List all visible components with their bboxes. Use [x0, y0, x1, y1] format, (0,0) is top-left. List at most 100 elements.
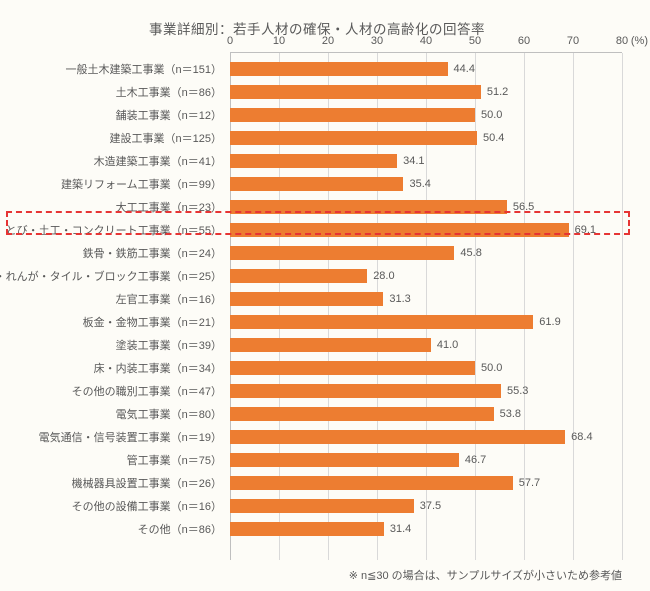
bar-value: 46.7	[465, 454, 486, 466]
bar-value: 41.0	[437, 339, 458, 351]
bar-value: 57.7	[519, 477, 540, 489]
bar-row: 床・内装工事業（n＝34）50.0	[230, 361, 622, 375]
bar-value: 51.2	[487, 86, 508, 98]
bar-value: 28.0	[373, 270, 394, 282]
plot-area: (%) 01020304050607080 一般土木建築工事業（n＝151）44…	[12, 52, 622, 560]
bar-value: 61.9	[539, 316, 560, 328]
chart-footnote: ※ n≦30 の場合は、サンプルサイズが小さいため参考値	[349, 567, 622, 583]
bar	[230, 499, 414, 513]
bar-row: 電気工事業（n＝80）53.8	[230, 407, 622, 421]
bar-row: その他の設備工事業（n＝16）37.5	[230, 499, 622, 513]
bar-label: 建設工事業（n＝125）	[110, 130, 230, 146]
bar-row: 石工・れんが・タイル・ブロック工事業（n＝25）28.0	[230, 269, 622, 283]
bar	[230, 453, 459, 467]
bar-label: 鉄骨・鉄筋工事業（n＝24）	[83, 245, 230, 261]
bar-row: 板金・金物工事業（n＝21）61.9	[230, 315, 622, 329]
bar-value: 56.5	[513, 201, 534, 213]
bar	[230, 315, 533, 329]
bar	[230, 269, 367, 283]
bar	[230, 407, 494, 421]
bar	[230, 246, 454, 260]
bar-value: 50.4	[483, 132, 504, 144]
bar-value: 45.8	[460, 247, 481, 259]
bar-row: 左官工事業（n＝16）31.3	[230, 292, 622, 306]
bar-label: 床・内装工事業（n＝34）	[94, 360, 230, 376]
x-tick-label: 10	[273, 35, 285, 47]
bar-label: 一般土木建築工事業（n＝151）	[66, 61, 230, 77]
bar-row: 塗装工事業（n＝39）41.0	[230, 338, 622, 352]
bar-label: 機械器具設置工事業（n＝26）	[72, 475, 230, 491]
bar	[230, 430, 565, 444]
bar	[230, 108, 475, 122]
bar-row: その他の職別工事業（n＝47）55.3	[230, 384, 622, 398]
bar-row: 電気通信・信号装置工事業（n＝19）68.4	[230, 430, 622, 444]
bar-label: 石工・れんが・タイル・ブロック工事業（n＝25）	[0, 268, 230, 284]
bar	[230, 522, 384, 536]
x-tick-label: 40	[420, 35, 432, 47]
bar-row: 土木工事業（n＝86）51.2	[230, 85, 622, 99]
bar	[230, 200, 507, 214]
bar-label: 管工事業（n＝75）	[127, 452, 230, 468]
bar-label: 舗装工事業（n＝12）	[116, 107, 230, 123]
bar-row: 機械器具設置工事業（n＝26）57.7	[230, 476, 622, 490]
x-tick-label: 80	[616, 35, 628, 47]
bar	[230, 62, 448, 76]
bar	[230, 292, 383, 306]
bar	[230, 85, 481, 99]
bar-label: その他の設備工事業（n＝16）	[72, 498, 230, 514]
bar	[230, 177, 403, 191]
bar-value: 44.4	[454, 63, 475, 75]
bar-label: 板金・金物工事業（n＝21）	[83, 314, 230, 330]
bar	[230, 223, 569, 237]
bar	[230, 476, 513, 490]
bar-label: 建築リフォーム工事業（n＝99）	[61, 176, 230, 192]
bar-row: 建築リフォーム工事業（n＝99）35.4	[230, 177, 622, 191]
bar-row: 舗装工事業（n＝12）50.0	[230, 108, 622, 122]
bar-label: とび・土工・コンクリート工事業（n＝55）	[6, 222, 230, 238]
bar-label: その他の職別工事業（n＝47）	[72, 383, 230, 399]
x-axis-unit: (%)	[631, 35, 648, 47]
chart-container: 事業詳細別：若手人材の確保・人材の高齢化の回答率 (%) 01020304050…	[0, 0, 650, 591]
bar	[230, 361, 475, 375]
bar-value: 35.4	[409, 178, 430, 190]
bar-value: 37.5	[420, 500, 441, 512]
bar-label: 大工工事業（n＝23）	[116, 199, 230, 215]
bar-value: 50.0	[481, 362, 502, 374]
bar-row: 一般土木建築工事業（n＝151）44.4	[230, 62, 622, 76]
bar-row: 建設工事業（n＝125）50.4	[230, 131, 622, 145]
bar-label: 電気工事業（n＝80）	[116, 406, 230, 422]
bar	[230, 338, 431, 352]
x-tick-label: 60	[518, 35, 530, 47]
bar-value: 69.1	[575, 224, 596, 236]
bar-row: 鉄骨・鉄筋工事業（n＝24）45.8	[230, 246, 622, 260]
bar-label: その他（n＝86）	[138, 521, 230, 537]
bar-value: 68.4	[571, 431, 592, 443]
bar-label: 木造建築工事業（n＝41）	[94, 153, 230, 169]
bar-value: 53.8	[500, 408, 521, 420]
x-tick-label: 70	[567, 35, 579, 47]
bar-row: 大工工事業（n＝23）56.5	[230, 200, 622, 214]
bar-row: 管工事業（n＝75）46.7	[230, 453, 622, 467]
bar	[230, 384, 501, 398]
bar-label: 左官工事業（n＝16）	[116, 291, 230, 307]
x-tick-label: 0	[227, 35, 233, 47]
bar-value: 31.3	[389, 293, 410, 305]
bar-label: 塗装工事業（n＝39）	[116, 337, 230, 353]
x-axis: (%) 01020304050607080	[230, 35, 622, 53]
bar-row: 木造建築工事業（n＝41）34.1	[230, 154, 622, 168]
bar-value: 55.3	[507, 385, 528, 397]
x-tick-label: 50	[469, 35, 481, 47]
bar-value: 34.1	[403, 155, 424, 167]
bar-row: とび・土工・コンクリート工事業（n＝55）69.1	[230, 223, 622, 237]
bar-row: その他（n＝86）31.4	[230, 522, 622, 536]
bar-label: 土木工事業（n＝86）	[116, 84, 230, 100]
bar-label: 電気通信・信号装置工事業（n＝19）	[39, 429, 230, 445]
bar	[230, 131, 477, 145]
x-tick-label: 30	[371, 35, 383, 47]
bar-value: 50.0	[481, 109, 502, 121]
x-tick-label: 20	[322, 35, 334, 47]
bar	[230, 154, 397, 168]
bar-value: 31.4	[390, 523, 411, 535]
gridline	[622, 53, 623, 560]
bars-region: (%) 01020304050607080 一般土木建築工事業（n＝151）44…	[230, 52, 622, 560]
